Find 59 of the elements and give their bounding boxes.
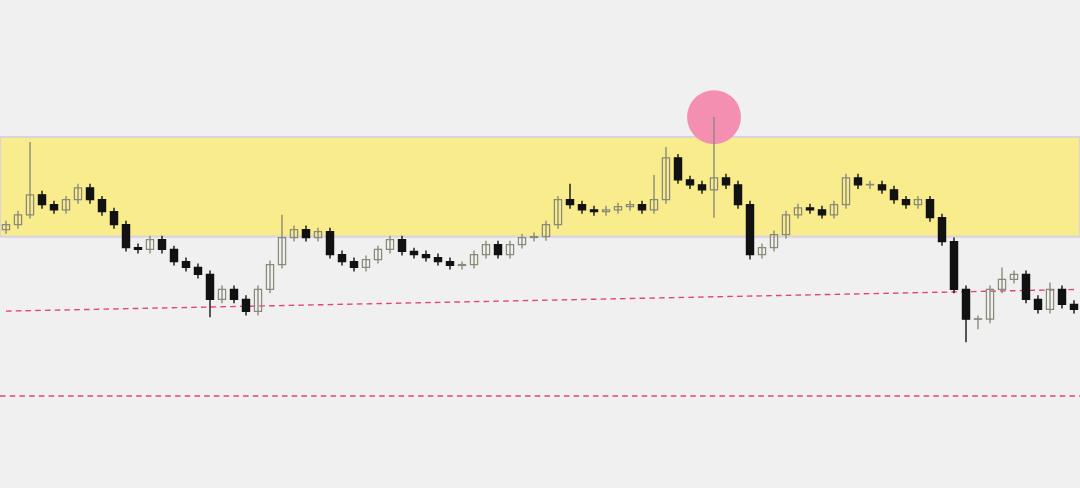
candlestick — [925, 195, 935, 223]
candlestick — [625, 200, 635, 212]
candlestick — [1057, 284, 1067, 310]
candlestick — [805, 203, 815, 215]
candlestick — [829, 200, 839, 220]
candlestick — [757, 242, 767, 260]
candlestick — [73, 183, 83, 205]
candlestick — [397, 235, 407, 257]
candlestick — [769, 229, 779, 253]
candlestick — [709, 116, 719, 219]
candlestick — [241, 294, 251, 317]
candlestick — [589, 205, 599, 217]
candlestick — [253, 284, 263, 317]
candlestick — [97, 195, 107, 217]
candlestick — [1033, 294, 1043, 315]
candlestick — [565, 183, 575, 210]
candlestick — [277, 214, 287, 270]
candlestick — [373, 244, 383, 265]
candlestick — [937, 212, 947, 247]
candlestick — [469, 249, 479, 270]
candlestick — [385, 235, 395, 255]
candlestick — [793, 203, 803, 220]
candlestick — [553, 195, 563, 230]
candlestick — [85, 183, 95, 205]
candlestick — [37, 190, 47, 210]
candlestick — [673, 153, 683, 185]
candlestick — [289, 224, 299, 243]
candlestick — [217, 284, 227, 304]
candlestick — [121, 219, 131, 253]
candlestick — [25, 141, 35, 220]
candlestick — [781, 210, 791, 240]
candlestick — [517, 233, 527, 250]
candlestick — [61, 195, 71, 215]
candlestick — [265, 259, 275, 295]
candlestick — [361, 254, 371, 273]
candlestick — [985, 284, 995, 324]
candlestick — [1009, 269, 1019, 285]
candlestick — [601, 205, 611, 217]
candlestick — [997, 266, 1007, 295]
candlestick — [481, 239, 491, 260]
candlestick — [1045, 281, 1055, 315]
candlestick — [913, 195, 923, 210]
candlestick — [661, 146, 671, 205]
candlestick — [13, 210, 23, 230]
candlestick — [505, 239, 515, 260]
candlestick — [169, 244, 179, 267]
candlestick — [325, 226, 335, 260]
candlestick — [613, 202, 623, 215]
candlestick — [649, 174, 659, 215]
candlestick — [541, 219, 551, 242]
candlestick — [421, 249, 431, 263]
candlestick — [733, 180, 743, 210]
candlestick — [1, 219, 11, 235]
candlestick — [145, 235, 155, 255]
candlestick — [889, 185, 899, 205]
candlestick — [841, 173, 851, 210]
candlestick — [133, 242, 143, 255]
candlestick — [109, 207, 119, 230]
candlestick — [313, 226, 323, 243]
